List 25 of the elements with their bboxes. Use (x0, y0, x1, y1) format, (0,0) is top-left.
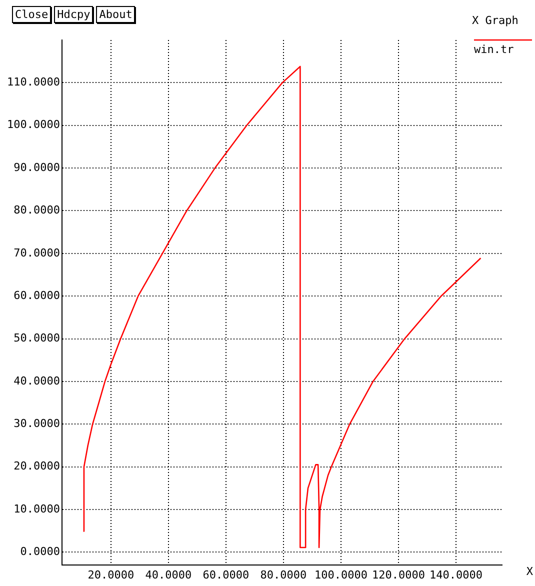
y-tick-label: 10.0000 (14, 502, 60, 516)
x-tick-label: 140.0000 (429, 568, 482, 582)
y-tick-label: 20.0000 (14, 460, 60, 473)
chart-title: X Graph (472, 14, 518, 27)
y-tick-label: 70.0000 (14, 246, 60, 260)
y-tick-label: 50.0000 (14, 332, 60, 345)
text: Hdcpy (54, 6, 94, 23)
x-tick-label: 100.0000 (314, 568, 368, 582)
x-tick-label: 20.0000 (88, 568, 134, 582)
y-tick-label: 30.0000 (14, 417, 60, 430)
y-tick-label: 90.0000 (14, 160, 60, 174)
x-tick-label: 60.0000 (202, 568, 250, 582)
x-tick-label: 40.0000 (145, 568, 192, 582)
y-tick-label: 60.0000 (14, 288, 60, 302)
x-tick-label: 120.0000 (372, 568, 425, 582)
text: About (96, 6, 136, 23)
text: Close (12, 6, 52, 23)
y-tick-label: 40.0000 (14, 374, 60, 388)
y-tick-label: 100.0000 (7, 118, 60, 132)
y-tick-label: 0.0000 (20, 545, 60, 558)
y-tick-label: 110.0000 (7, 76, 60, 89)
y-tick-label: 80.0000 (14, 204, 60, 217)
x-axis-title: X (526, 565, 534, 578)
x-tick-label: 80.0000 (260, 568, 307, 582)
text: win.tr (474, 43, 514, 56)
